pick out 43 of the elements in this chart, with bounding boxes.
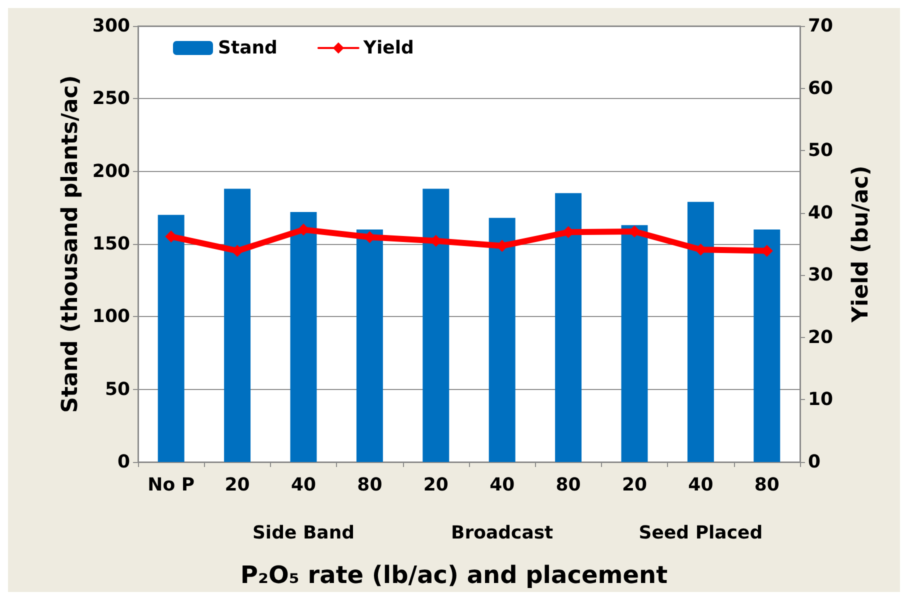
y-tick-label: 300 [92, 16, 130, 36]
bar [224, 188, 251, 462]
x-tick-label: 20 [622, 474, 648, 496]
text: Side Band [252, 522, 355, 544]
x-tick-label: 40 [688, 474, 714, 496]
y2-tick-label: 50 [808, 140, 834, 162]
y2-tick-label: 10 [808, 389, 834, 410]
y-tick-label: 50 [104, 378, 130, 400]
bar [687, 202, 714, 462]
y-tick-label: 150 [92, 234, 130, 254]
legend-label: Stand [218, 38, 278, 58]
x-tick-label: No P [148, 474, 195, 496]
bar [555, 193, 582, 462]
bar [158, 214, 184, 462]
x-tick-label: 20 [423, 474, 448, 496]
y2-tick-label: 40 [808, 202, 834, 224]
bar [488, 218, 516, 462]
x-axis-title: P₂O₅ rate (lb/ac) and placement [240, 561, 668, 589]
bar [621, 225, 648, 462]
y2-axis-title: Yield (bu/ac) [848, 166, 874, 324]
bar [422, 188, 450, 462]
bar [290, 212, 317, 462]
y-tick-label: 200 [92, 160, 130, 182]
text: Broadcast [451, 522, 554, 544]
y-axis-title: Stand (thousand plants/ac) [58, 75, 84, 413]
bar [754, 229, 780, 462]
y2-tick-label: 60 [808, 78, 834, 99]
x-tick-label: 40 [490, 474, 515, 496]
y-tick-label: 0 [117, 452, 130, 472]
x-tick-label: 80 [556, 474, 581, 496]
x-tick-label: 80 [754, 474, 780, 496]
x-tick-label: 80 [357, 474, 382, 496]
x-tick-label: 40 [290, 474, 316, 496]
y2-tick-label: 20 [808, 326, 834, 348]
y2-tick-label: 70 [808, 16, 834, 36]
y2-tick-label: 30 [808, 264, 834, 286]
text: Seed Placed [638, 522, 763, 544]
bar [356, 229, 383, 462]
y-tick-label: 250 [92, 88, 130, 110]
y-tick-label: 100 [92, 306, 130, 328]
y2-tick-label: 0 [808, 452, 821, 472]
x-tick-label: 20 [224, 474, 250, 496]
legend-label: Yield [362, 38, 414, 58]
